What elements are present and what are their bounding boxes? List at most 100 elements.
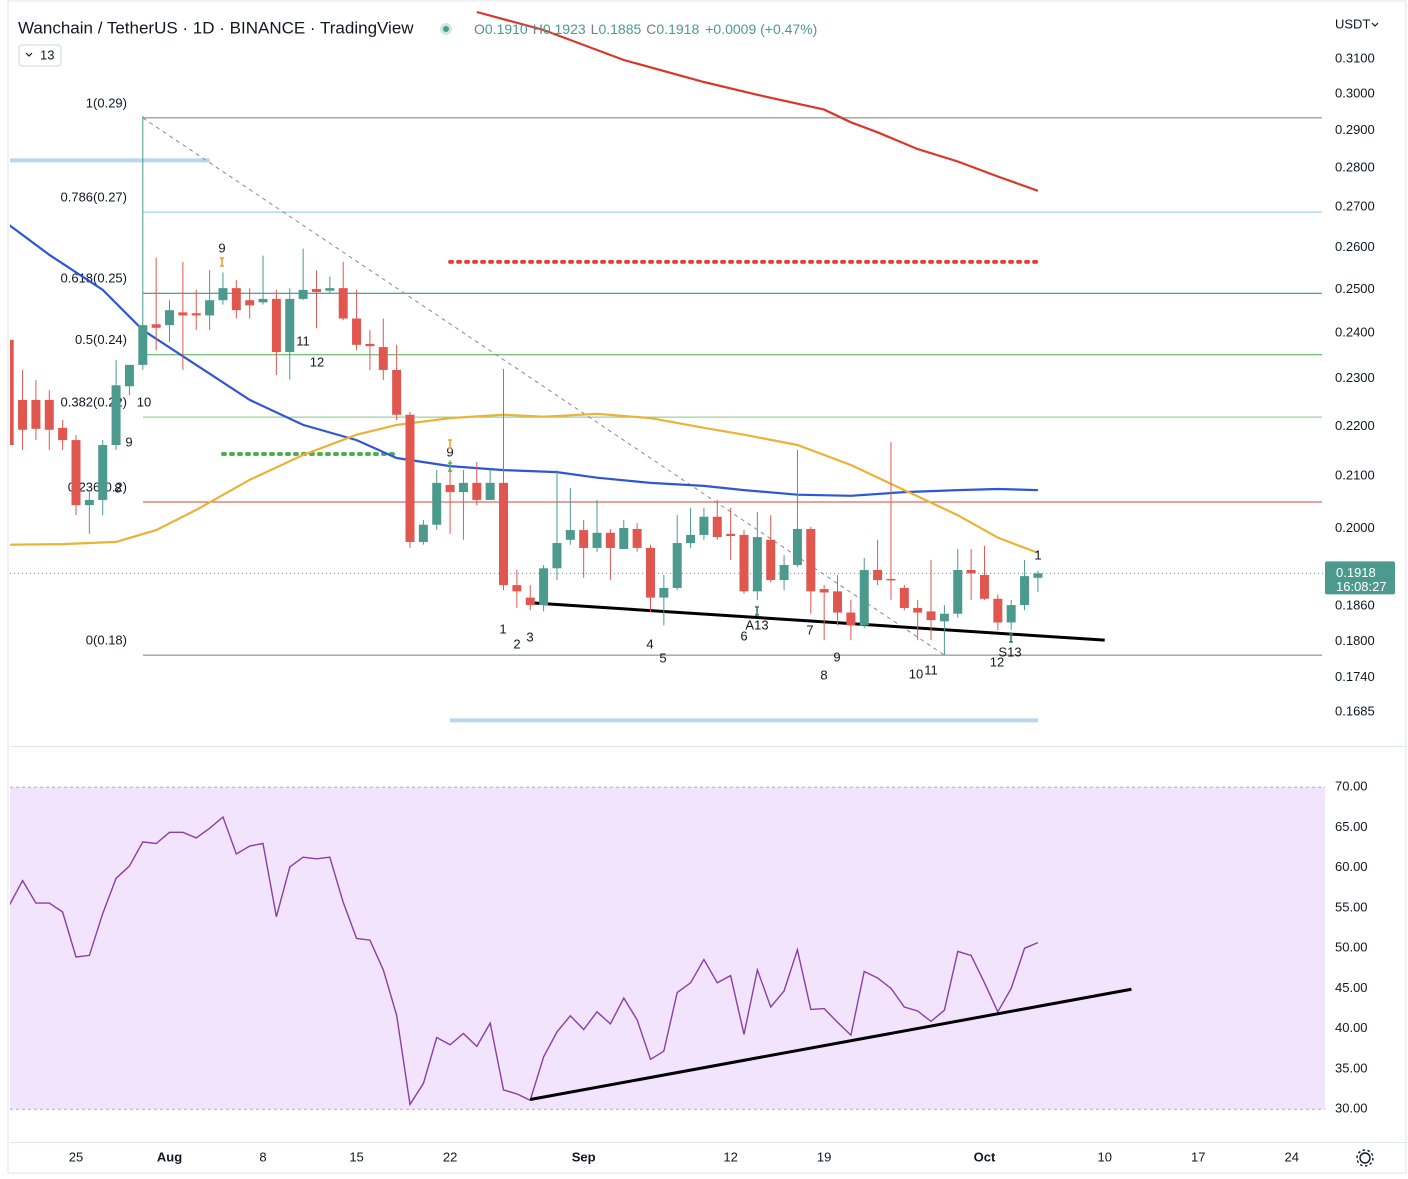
candle-body [1020, 576, 1030, 606]
candle-body [913, 607, 923, 613]
candle-body [1006, 605, 1016, 623]
candle-body [926, 611, 936, 621]
rsi-tick-label: 35.00 [1335, 1060, 1368, 1075]
price-tag [1325, 561, 1395, 595]
candle-body [472, 482, 482, 500]
fib-label: 0.236(0.2) [68, 479, 127, 494]
candle-body [98, 445, 108, 500]
sequence-label: 11 [924, 662, 938, 677]
gear-ring [1359, 1152, 1371, 1164]
sequence-label: 1 [499, 621, 506, 636]
candle-body [352, 318, 362, 345]
candle-body [151, 324, 161, 328]
candle-body [699, 516, 709, 535]
signal-marker [1009, 633, 1013, 643]
candle-body [311, 288, 321, 292]
candle-body [165, 310, 175, 326]
ohlc-key: L [591, 21, 599, 37]
candle-body [285, 298, 295, 353]
moving-average [10, 224, 1038, 497]
x-tick-label: 25 [69, 1149, 83, 1164]
y-tick-label: 0.2300 [1335, 370, 1375, 385]
candle-body [979, 574, 989, 599]
y-tick-label: 0.1685 [1335, 704, 1375, 719]
candle-body [632, 529, 642, 548]
x-tick-label: 10 [1097, 1149, 1111, 1164]
settings-icon[interactable] [1356, 1149, 1374, 1167]
candle-body [819, 589, 829, 593]
candle-body [712, 516, 722, 538]
x-tick-label: 19 [817, 1149, 831, 1164]
sequence-label: 3 [526, 629, 533, 644]
candle-body [686, 534, 696, 544]
y-tick-label: 0.2900 [1335, 122, 1375, 137]
y-tick-label: 0.2000 [1335, 520, 1375, 535]
rsi-band [10, 787, 1325, 1110]
sequence-label: 9 [446, 444, 453, 459]
candle-body [846, 612, 856, 626]
sequence-label: 8 [820, 667, 827, 682]
ohlc-value: 0.1885 [598, 21, 641, 37]
signal-marker [448, 439, 452, 449]
rsi-tick-label: 30.00 [1335, 1101, 1368, 1116]
badge-count: 13 [40, 47, 54, 62]
status-dot [443, 26, 449, 32]
candle-body [672, 543, 682, 588]
candle-body [325, 288, 335, 291]
y-tick-label: 0.2600 [1335, 239, 1375, 254]
price-tag-countdown: 16:08:27 [1336, 579, 1387, 594]
candle-body [58, 427, 68, 441]
currency-label[interactable]: USDT [1335, 16, 1370, 31]
candle-body [31, 399, 41, 429]
moving-average [10, 412, 1039, 554]
candle-body [873, 569, 883, 581]
fib-label: 0.5(0.24) [75, 332, 127, 347]
candle-body [806, 529, 816, 592]
rsi-tick-label: 55.00 [1335, 899, 1368, 914]
y-tick-label: 0.2400 [1335, 325, 1375, 340]
candle-body [338, 288, 348, 319]
candle-body [525, 597, 535, 606]
sequence-label: 10 [909, 666, 923, 681]
fib-label: 1(0.29) [86, 95, 127, 110]
candle-body [512, 585, 522, 592]
candle-body [44, 399, 54, 430]
candle-body [485, 482, 495, 500]
sequence-label: 9 [833, 649, 840, 664]
candle-body [218, 288, 228, 301]
candle-body [619, 527, 629, 550]
candle-body [1033, 573, 1043, 578]
badge-chevron [25, 52, 33, 57]
sequence-label: 10 [137, 394, 151, 409]
gear-teeth [1356, 1149, 1374, 1167]
candle-body [138, 325, 148, 365]
sequence-label: 2 [513, 636, 520, 651]
sequence-label: 11 [296, 333, 310, 348]
candle-body [445, 484, 455, 493]
sequence-label: 8 [114, 480, 121, 495]
ohlc-legend: O0.1910 H0.1923 L0.1885 C0.1918 +0.0009 (+0.… [474, 21, 817, 37]
candle-body [111, 385, 121, 446]
candle-body [552, 543, 562, 569]
signal-marker [755, 606, 759, 616]
y-tick-label: 0.1740 [1335, 669, 1375, 684]
rsi-tick-label: 40.00 [1335, 1020, 1368, 1035]
candle-body [953, 569, 963, 614]
x-tick-label: 17 [1191, 1149, 1205, 1164]
candle-body [886, 578, 896, 581]
ohlc-key: O [474, 21, 485, 37]
rsi-tick-label: 60.00 [1335, 859, 1368, 874]
candle-body [365, 343, 375, 347]
fib-label: 0(0.18) [86, 633, 127, 648]
ohlc-value: 0.1910 [485, 21, 528, 37]
indicator-badge[interactable] [18, 44, 62, 67]
candle-body [659, 587, 669, 598]
candle-body [539, 568, 549, 606]
rsi-tick-label: 70.00 [1335, 779, 1368, 794]
candle-body [993, 598, 1003, 623]
x-tick-label: 8 [259, 1149, 266, 1164]
fib-label: 0.786(0.27) [61, 190, 128, 205]
candle-body [739, 534, 749, 592]
